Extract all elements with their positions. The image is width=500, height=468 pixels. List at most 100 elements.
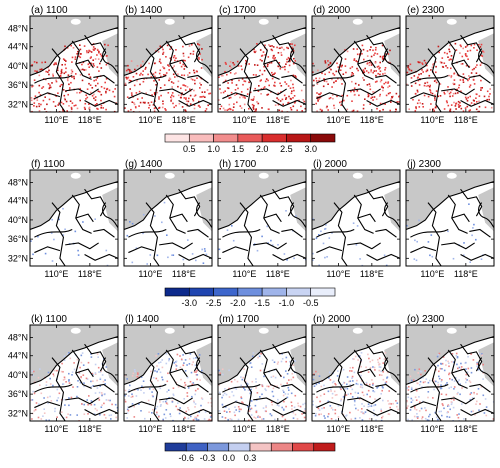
white-patch <box>70 18 81 25</box>
panel-frame <box>217 324 307 422</box>
gray-terrain-east <box>290 187 306 232</box>
gray-terrain-east <box>290 342 306 387</box>
longitude-label: 110°E <box>138 115 162 125</box>
coastline <box>290 357 306 383</box>
white-patch <box>164 327 175 334</box>
map-content <box>218 170 306 266</box>
longitude-label: 110°E <box>44 424 68 434</box>
panel-ticks <box>30 170 118 266</box>
latitude-label: 44°N <box>8 196 28 206</box>
map-panel: (l) 1400 110°E 118°E <box>123 314 213 434</box>
panel-frame <box>29 169 119 267</box>
colorbar-swatch <box>185 442 208 452</box>
colorbar-2: -3.0 -2.5 -2.0 -1.5 -1.0 -0.5 <box>164 287 336 308</box>
white-patch <box>446 172 457 179</box>
colorbar-swatch <box>237 133 263 143</box>
province-boundaries <box>406 335 494 421</box>
colorbar-swatch <box>249 442 272 452</box>
longitude-label: 110°E <box>44 269 68 279</box>
colorbar-swatch <box>286 133 312 143</box>
colorbar-swatch <box>270 442 293 452</box>
panel-ticks <box>312 170 400 266</box>
data-dots <box>30 43 118 112</box>
colorbar-swatch <box>313 442 336 452</box>
colorbar-tick-label: 0.5 <box>183 144 196 154</box>
longitude-label: 110°E <box>232 115 256 125</box>
panel-frame <box>405 169 495 267</box>
longitude-label: 110°E <box>326 424 350 434</box>
colorbar-tick-label: -0.5 <box>303 298 319 308</box>
latitude-label: 40°N <box>8 215 28 225</box>
longitude-label: 118°E <box>266 424 290 434</box>
gray-terrain <box>218 325 306 385</box>
panel-ticks <box>30 16 118 112</box>
panel-label: (e) 2300 <box>407 5 445 16</box>
province-boundaries <box>30 335 118 421</box>
gray-terrain <box>312 325 400 385</box>
coastline <box>290 48 306 74</box>
data-dots <box>312 218 388 266</box>
map-content <box>312 325 400 421</box>
white-patch <box>164 18 175 25</box>
province-boundaries <box>30 180 118 266</box>
province-boundaries <box>30 26 118 112</box>
latitude-label: 32°N <box>8 99 28 109</box>
gray-terrain-east <box>478 187 494 232</box>
data-dots <box>312 352 399 421</box>
colorbar-tick-label: -0.3 <box>200 453 216 463</box>
coastline <box>384 48 400 74</box>
map-panel: (o) 2300 110°E 118°E <box>405 314 495 434</box>
panel-ticks <box>124 325 212 421</box>
gray-terrain <box>124 170 212 230</box>
colorbar-swatch <box>292 442 315 452</box>
map-panel: (c) 1700 110°E 118°E <box>217 5 307 125</box>
panel-frame <box>123 169 213 267</box>
province-boundaries <box>312 26 400 112</box>
gray-terrain-east <box>384 187 400 232</box>
longitude-label: 110°E <box>326 115 350 125</box>
longitude-label: 118°E <box>454 269 478 279</box>
longitude-label: 118°E <box>360 424 384 434</box>
panel-frame <box>311 15 401 113</box>
gray-terrain <box>30 16 118 76</box>
longitude-label: 118°E <box>172 269 196 279</box>
panel-frame <box>311 169 401 267</box>
province-boundaries <box>312 180 400 266</box>
panel-ticks <box>406 170 494 266</box>
latitude-label: 36°N <box>8 389 28 399</box>
colorbar-tick-label: 2.0 <box>256 144 269 154</box>
gray-terrain <box>406 325 494 385</box>
colorbar-tick-label: -2.0 <box>230 298 246 308</box>
coastline <box>102 202 118 228</box>
panel-label: (c) 1700 <box>219 5 256 16</box>
longitude-label: 118°E <box>266 115 290 125</box>
latitude-label: 44°N <box>8 42 28 52</box>
longitude-label: 118°E <box>78 115 102 125</box>
gray-terrain <box>406 170 494 230</box>
coastline <box>102 357 118 383</box>
map-content <box>30 325 118 421</box>
panel-frame <box>217 15 307 113</box>
map-panel: (d) 2000 110°E 118°E <box>311 5 401 125</box>
gray-terrain <box>30 170 118 230</box>
gray-terrain-east <box>196 342 212 387</box>
province-boundaries <box>406 180 494 266</box>
white-patch <box>352 18 363 25</box>
map-content <box>312 170 400 266</box>
gray-terrain <box>312 170 400 230</box>
coastline <box>384 357 400 383</box>
province-boundaries <box>218 26 306 112</box>
longitude-label: 110°E <box>138 269 162 279</box>
coastline <box>196 357 212 383</box>
colorbar-tick-label: 1.5 <box>232 144 245 154</box>
map-content <box>406 16 494 112</box>
latitude-label: 48°N <box>8 23 28 33</box>
longitude-label: 118°E <box>78 269 102 279</box>
panel-frame <box>29 15 119 113</box>
longitude-label: 118°E <box>360 115 384 125</box>
longitude-label: 110°E <box>420 424 444 434</box>
map-content <box>30 170 118 266</box>
map-content <box>124 325 212 421</box>
province-boundaries <box>312 335 400 421</box>
